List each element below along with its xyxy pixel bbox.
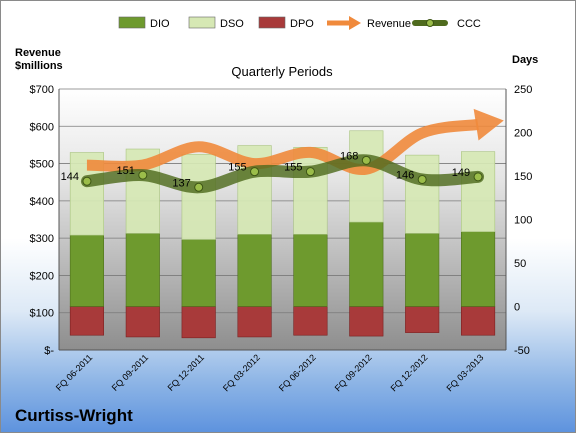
ccc-point [82,176,92,186]
right-tick-label: 50 [514,258,526,270]
ccc-point [250,167,260,177]
left-tick-label: $400 [30,196,54,208]
legend-swatch [258,16,286,29]
bar-dso [293,146,328,235]
bar-dso [349,130,384,223]
legend-swatch-arrow [349,16,361,30]
bar-dio [237,233,272,307]
category-label: FQ 09-2012 [333,352,374,393]
left-tick-label: $200 [30,270,54,282]
left-axis-title: Revenue $millions [15,47,63,72]
bar-dpo [405,306,440,333]
bar-dio [125,233,160,307]
bar-dio [69,234,105,307]
ccc-point [473,172,483,182]
right-tick-label: -50 [514,345,530,357]
right-tick-label: 100 [514,215,532,227]
left-tick-label: $500 [30,159,54,171]
left-tick-label: $600 [30,121,54,133]
chart-title: Quarterly Periods [231,64,333,79]
ccc-point [138,170,148,180]
ccc-data-label: 144 [61,171,79,183]
bar-dpo [69,306,105,336]
legend-swatch [188,16,216,29]
legend-label: Revenue [367,18,411,30]
legend-label: DPO [290,18,314,30]
bar-dpo [460,306,496,336]
left-tick-label: $100 [30,308,54,320]
revenue-line [86,118,479,175]
bar-dso [460,151,496,232]
bar-dso [405,154,440,234]
category-label: FQ 06-2012 [277,352,318,393]
revenue-arrowhead [473,108,504,141]
bar-dso [181,153,216,240]
ccc-point [361,155,371,165]
category-label: FQ 03-2012 [221,352,262,393]
ccc-point [305,167,315,177]
ccc-data-label: 149 [452,167,470,179]
ccc-line [80,154,485,194]
ccc-data-label: 151 [116,165,134,177]
right-tick-label: 200 [514,128,532,140]
bar-dio [293,233,328,307]
category-label: FQ 12-2011 [166,352,207,393]
bar-dio [460,231,496,307]
right-axis-title: Days [512,54,538,66]
legend-label: CCC [457,18,481,30]
left-tick-label: $- [44,345,54,357]
bar-dpo [293,306,328,336]
right-tick-label: 0 [514,302,520,314]
right-tick-label: 250 [514,84,532,96]
category-label: FQ 03-2013 [444,352,485,393]
ccc-data-label: 168 [340,150,358,162]
legend-label: DIO [150,18,170,30]
bar-dio [349,221,384,307]
bar-dpo [125,306,160,338]
bar-dpo [181,306,216,339]
bar-dio [405,233,440,307]
right-tick-label: 150 [514,171,532,183]
legend-label: DSO [220,18,244,30]
company-name: Curtiss-Wright [15,406,133,425]
legend-swatch [118,16,146,29]
ccc-point [417,174,427,184]
left-tick-label: $700 [30,84,54,96]
legend-swatch-point [426,19,434,27]
category-label: FQ 12-2012 [389,352,430,393]
ccc-point [194,182,204,192]
left-tick-label: $300 [30,233,54,245]
bar-dio [181,239,216,307]
category-label: FQ 06-2011 [54,352,95,393]
category-label: FQ 09-2011 [110,352,151,393]
ccc-data-label: 155 [284,162,302,174]
bar-dpo [349,306,384,337]
bar-dpo [237,306,272,338]
ccc-data-label: 137 [172,177,190,189]
ccc-data-label: 146 [396,169,414,181]
ccc-data-label: 155 [228,162,246,174]
